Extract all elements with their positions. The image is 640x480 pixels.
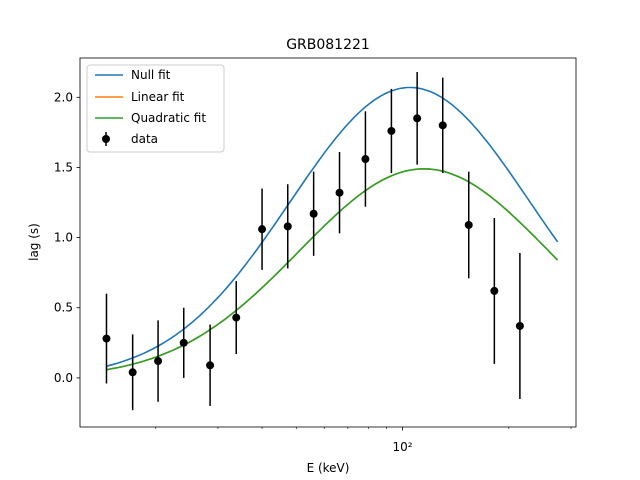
data-point (154, 357, 163, 366)
y-tick-label: 0.0 (54, 371, 73, 385)
data-point (232, 313, 241, 322)
y-tick-label: 1.5 (54, 160, 73, 174)
data-point (179, 338, 188, 347)
data-point (258, 225, 267, 234)
data-point (335, 188, 344, 197)
data-point (128, 368, 137, 377)
x-axis: 10² (155, 427, 572, 454)
data-point (464, 220, 473, 229)
legend-box (86, 64, 225, 153)
legend-label-linear-fit: Linear fit (131, 90, 185, 104)
chart-title: GRB081221 (286, 37, 370, 53)
y-tick-label: 0.5 (54, 301, 73, 315)
data-point (438, 121, 447, 130)
data-point (361, 155, 370, 164)
y-axis-label: lag (s) (27, 223, 41, 261)
data-point (515, 321, 524, 330)
data-point (206, 361, 215, 370)
series-line-null-fit (106, 86, 559, 367)
legend-swatch-data-marker (102, 135, 110, 143)
y-tick-label: 1.0 (54, 231, 73, 245)
data-point (309, 209, 318, 218)
data-point (387, 126, 396, 135)
data-point (283, 222, 292, 231)
x-tick-label-major: 10² (392, 440, 412, 454)
data-point (102, 334, 111, 343)
legend-label-null-fit: Null fit (131, 68, 171, 82)
data-point (413, 114, 422, 123)
plot-frame (79, 57, 577, 428)
legend-label-quadratic-fit: Quadratic fit (131, 111, 206, 125)
y-tick-label: 2.0 (54, 90, 73, 104)
legend-label-data: data (131, 132, 158, 146)
data-points (102, 72, 524, 411)
y-axis: 0.0 0.5 1.0 1.5 2.0 (54, 90, 80, 385)
data-point (490, 286, 499, 295)
x-axis-label: E (keV) (307, 461, 350, 475)
legend: Null fit Linear fit Quadratic fit data (86, 64, 225, 153)
